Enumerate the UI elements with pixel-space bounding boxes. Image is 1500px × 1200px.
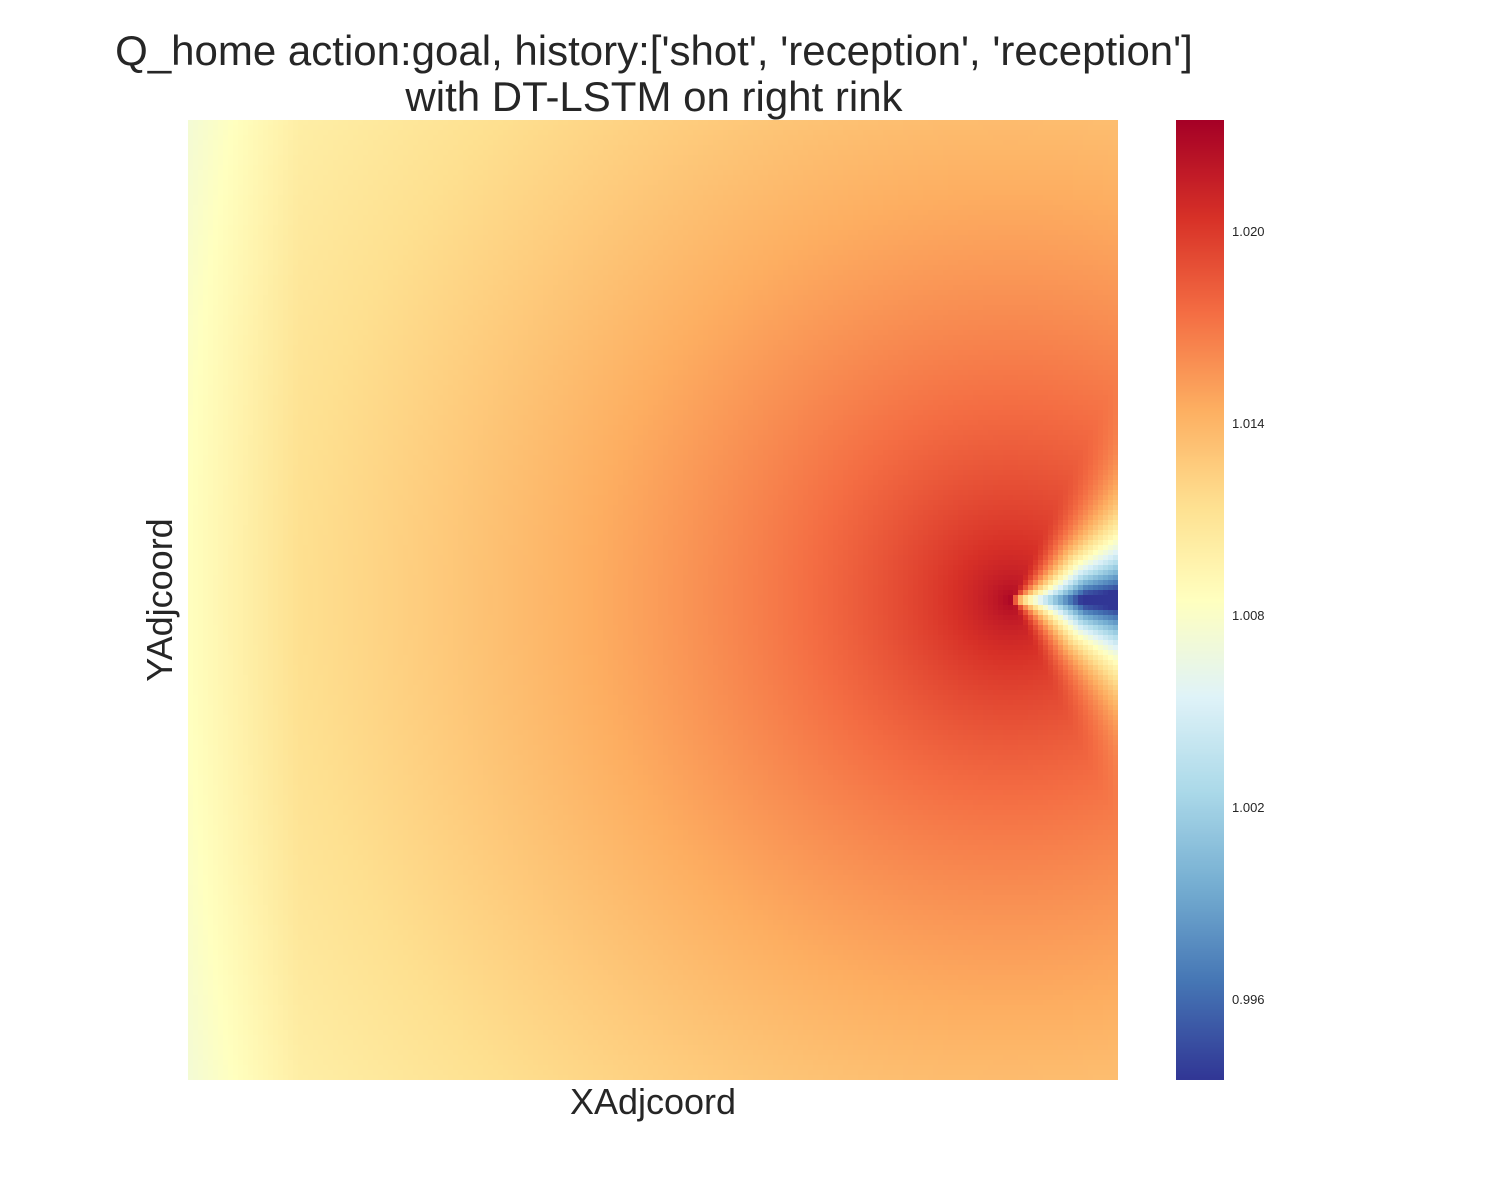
heatmap-plot (188, 120, 1118, 1080)
heatmap-canvas (188, 120, 1118, 1080)
chart-title-line-1: Q_home action:goal, history:['shot', 're… (115, 27, 1193, 74)
colorbar-tick-label: 1.020 (1232, 224, 1265, 239)
y-axis-label: YAdjcoord (139, 518, 180, 682)
colorbar-tick-label: 1.014 (1232, 416, 1265, 431)
chart-title-line-2: with DT-LSTM on right rink (405, 73, 903, 120)
colorbar-tick-label: 1.002 (1232, 800, 1265, 815)
chart-title: Q_home action:goal, history:['shot', 're… (54, 28, 1254, 120)
colorbar-tick-label: 0.996 (1232, 992, 1265, 1007)
x-axis-label: XAdjcoord (569, 1081, 737, 1122)
colorbar-gradient (1176, 120, 1224, 1080)
colorbar-tick-label: 1.008 (1232, 608, 1265, 623)
colorbar (1176, 120, 1224, 1080)
